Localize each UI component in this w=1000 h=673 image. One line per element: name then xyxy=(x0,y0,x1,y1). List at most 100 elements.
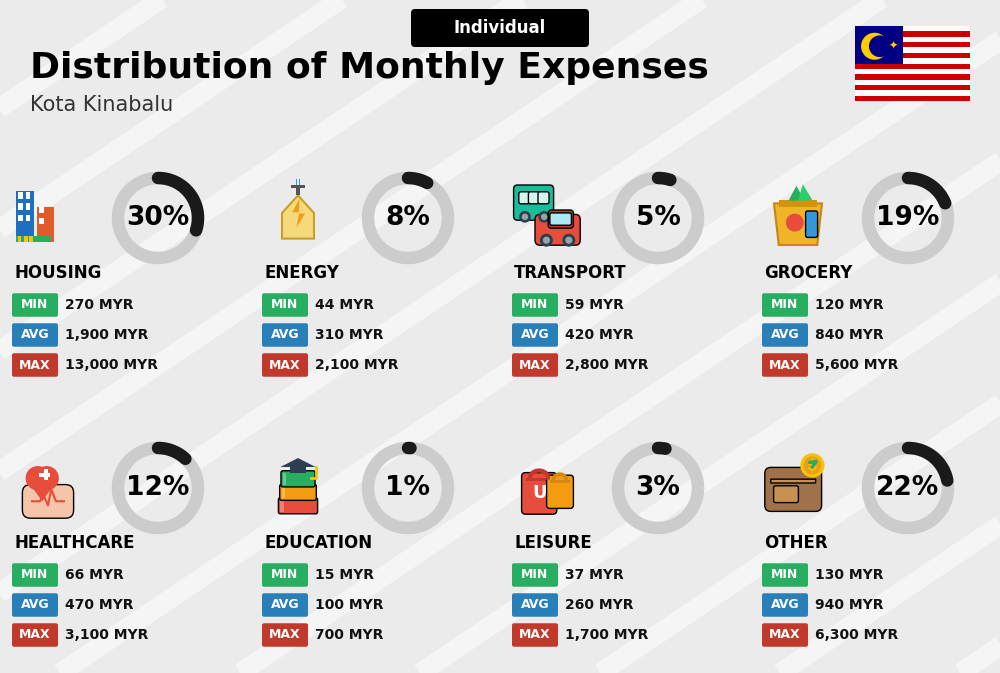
FancyBboxPatch shape xyxy=(12,594,58,616)
FancyBboxPatch shape xyxy=(411,9,589,47)
Bar xyxy=(855,52,970,58)
FancyBboxPatch shape xyxy=(762,323,808,347)
Text: Distribution of Monthly Expenses: Distribution of Monthly Expenses xyxy=(30,51,709,85)
FancyBboxPatch shape xyxy=(512,293,558,317)
Text: 840 MYR: 840 MYR xyxy=(815,328,884,342)
Polygon shape xyxy=(280,458,316,467)
Text: 12%: 12% xyxy=(126,475,190,501)
Bar xyxy=(283,472,286,485)
FancyBboxPatch shape xyxy=(538,192,549,204)
FancyBboxPatch shape xyxy=(774,486,798,503)
Circle shape xyxy=(26,466,50,491)
Bar xyxy=(280,499,284,511)
Bar xyxy=(855,79,970,85)
Circle shape xyxy=(803,456,821,474)
Bar xyxy=(39,207,44,213)
Bar xyxy=(26,192,30,199)
Polygon shape xyxy=(774,203,822,245)
Text: 8%: 8% xyxy=(386,205,430,231)
Circle shape xyxy=(35,466,59,491)
Bar xyxy=(26,203,30,210)
Text: ENERGY: ENERGY xyxy=(264,264,339,282)
FancyBboxPatch shape xyxy=(512,323,558,347)
Text: MIN: MIN xyxy=(21,569,49,581)
FancyBboxPatch shape xyxy=(278,497,318,513)
Text: Kota Kinabalu: Kota Kinabalu xyxy=(30,95,173,115)
Text: 66 MYR: 66 MYR xyxy=(65,568,124,582)
Text: AVG: AVG xyxy=(271,598,299,612)
FancyBboxPatch shape xyxy=(512,623,558,647)
Circle shape xyxy=(563,234,575,246)
Text: MIN: MIN xyxy=(521,569,549,581)
Bar xyxy=(44,469,48,481)
Text: 2,800 MYR: 2,800 MYR xyxy=(565,358,648,372)
Polygon shape xyxy=(26,479,59,501)
Text: 3%: 3% xyxy=(636,475,680,501)
Bar xyxy=(550,480,570,483)
Bar xyxy=(855,26,970,101)
Text: 1%: 1% xyxy=(386,475,430,501)
Text: LEISURE: LEISURE xyxy=(514,534,592,552)
Text: 310 MYR: 310 MYR xyxy=(315,328,384,342)
Text: 1,900 MYR: 1,900 MYR xyxy=(65,328,148,342)
FancyBboxPatch shape xyxy=(12,353,58,377)
Text: Individual: Individual xyxy=(454,19,546,37)
Circle shape xyxy=(544,238,549,243)
FancyBboxPatch shape xyxy=(519,192,530,204)
FancyBboxPatch shape xyxy=(12,293,58,317)
Bar xyxy=(18,236,21,242)
Bar xyxy=(26,215,30,221)
Polygon shape xyxy=(798,184,812,201)
Text: 37 MYR: 37 MYR xyxy=(565,568,624,582)
Bar xyxy=(18,215,23,221)
Bar xyxy=(855,37,970,42)
FancyBboxPatch shape xyxy=(765,468,822,511)
FancyBboxPatch shape xyxy=(762,293,808,317)
Bar xyxy=(296,188,300,195)
Bar xyxy=(855,96,970,101)
Text: MAX: MAX xyxy=(19,629,51,641)
Bar xyxy=(18,203,23,210)
Bar xyxy=(16,236,51,242)
Text: MAX: MAX xyxy=(769,629,801,641)
Text: 22%: 22% xyxy=(876,475,940,501)
Text: TRANSPORT: TRANSPORT xyxy=(514,264,627,282)
Text: 420 MYR: 420 MYR xyxy=(565,328,634,342)
Text: AVG: AVG xyxy=(771,598,799,612)
Text: 270 MYR: 270 MYR xyxy=(65,298,134,312)
Bar xyxy=(39,472,50,476)
FancyBboxPatch shape xyxy=(762,353,808,377)
FancyBboxPatch shape xyxy=(535,215,580,245)
Text: HOUSING: HOUSING xyxy=(14,264,101,282)
Bar xyxy=(24,236,28,242)
Polygon shape xyxy=(788,186,804,201)
Polygon shape xyxy=(292,199,305,227)
Text: 15 MYR: 15 MYR xyxy=(315,568,374,582)
FancyBboxPatch shape xyxy=(280,484,316,500)
Text: MAX: MAX xyxy=(269,359,301,371)
Circle shape xyxy=(541,234,552,246)
Text: MIN: MIN xyxy=(521,299,549,312)
Bar xyxy=(855,26,970,32)
Circle shape xyxy=(786,213,804,232)
Circle shape xyxy=(861,33,888,60)
Text: MIN: MIN xyxy=(271,299,299,312)
Text: ✦: ✦ xyxy=(888,41,898,51)
Text: GROCERY: GROCERY xyxy=(764,264,852,282)
Text: 940 MYR: 940 MYR xyxy=(815,598,884,612)
Text: MAX: MAX xyxy=(269,629,301,641)
Text: AVG: AVG xyxy=(521,598,549,612)
Text: 1,700 MYR: 1,700 MYR xyxy=(565,628,648,642)
Circle shape xyxy=(539,212,549,222)
Circle shape xyxy=(800,453,825,478)
FancyBboxPatch shape xyxy=(12,323,58,347)
Text: 5%: 5% xyxy=(636,205,680,231)
FancyBboxPatch shape xyxy=(281,470,315,487)
Text: 6,300 MYR: 6,300 MYR xyxy=(815,628,898,642)
Bar xyxy=(282,486,285,499)
Bar xyxy=(855,26,903,63)
Bar xyxy=(855,74,970,79)
Bar xyxy=(290,466,306,473)
Bar xyxy=(39,218,44,224)
Text: 3,100 MYR: 3,100 MYR xyxy=(65,628,148,642)
